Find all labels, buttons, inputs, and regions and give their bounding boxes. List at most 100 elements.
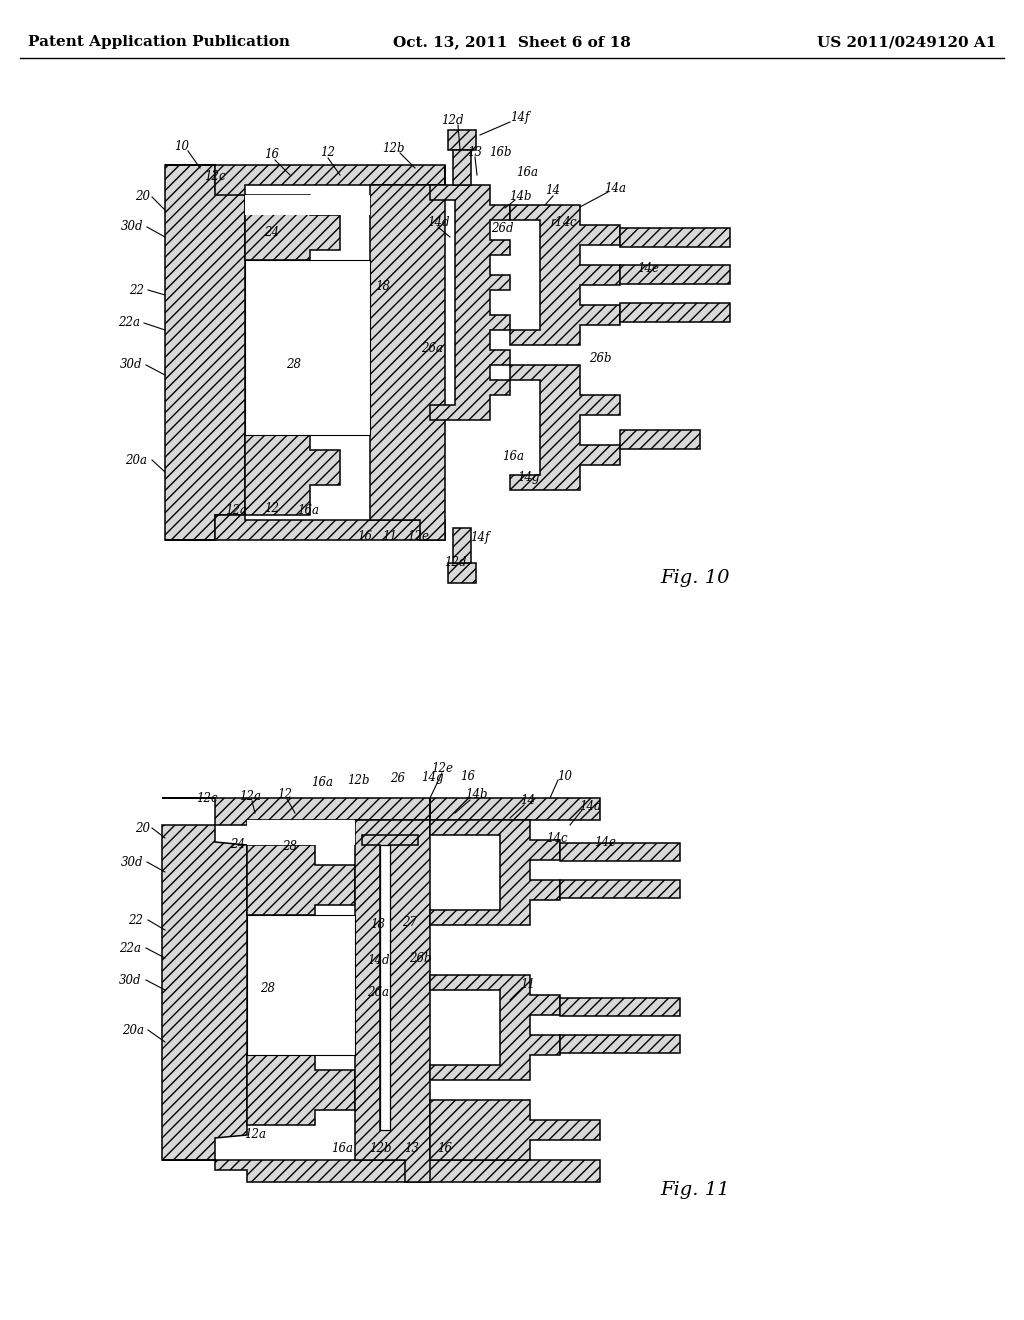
Bar <box>247 915 355 1055</box>
Text: Fig. 10: Fig. 10 <box>660 569 730 587</box>
Text: 16: 16 <box>264 149 280 161</box>
Text: 10: 10 <box>557 771 572 784</box>
Polygon shape <box>247 1055 355 1125</box>
Text: 26b: 26b <box>589 351 611 364</box>
Text: 12b: 12b <box>347 774 370 787</box>
Polygon shape <box>510 205 620 345</box>
Bar <box>380 845 390 1130</box>
Text: 30d: 30d <box>119 974 141 986</box>
Text: 28: 28 <box>287 359 301 371</box>
Text: 14c: 14c <box>546 832 568 845</box>
Bar <box>620 228 730 247</box>
Polygon shape <box>510 366 620 490</box>
Text: 12e: 12e <box>431 762 453 775</box>
Text: 26b: 26b <box>409 952 431 965</box>
Text: 14: 14 <box>520 793 536 807</box>
Text: 14g: 14g <box>421 771 443 784</box>
Text: 26d: 26d <box>490 222 513 235</box>
Text: 12: 12 <box>264 502 280 515</box>
Text: 20: 20 <box>135 821 150 834</box>
Polygon shape <box>162 1160 600 1181</box>
Text: 14: 14 <box>546 185 560 198</box>
Text: 14d: 14d <box>367 953 389 966</box>
Text: 12a: 12a <box>244 1129 266 1142</box>
Text: Patent Application Publication: Patent Application Publication <box>28 36 290 49</box>
Polygon shape <box>370 165 445 540</box>
Text: 12: 12 <box>321 147 336 160</box>
Bar <box>560 1035 680 1053</box>
Text: 16b: 16b <box>488 145 511 158</box>
Bar <box>560 998 680 1016</box>
Text: 16a: 16a <box>297 503 319 516</box>
Text: 14g: 14g <box>517 471 540 484</box>
Text: 12b: 12b <box>369 1142 391 1155</box>
Text: 16: 16 <box>437 1142 453 1155</box>
Text: 12a: 12a <box>239 789 261 803</box>
Text: 13: 13 <box>468 145 482 158</box>
Polygon shape <box>162 825 247 1160</box>
Polygon shape <box>165 515 445 540</box>
Polygon shape <box>430 1100 600 1160</box>
Polygon shape <box>245 195 340 260</box>
Text: 22: 22 <box>129 284 144 297</box>
Text: 16a: 16a <box>331 1142 353 1155</box>
Bar <box>620 265 730 284</box>
Text: 12c: 12c <box>197 792 218 804</box>
Polygon shape <box>355 799 430 1181</box>
Polygon shape <box>245 436 340 515</box>
Text: 12e: 12e <box>407 531 429 544</box>
Text: 14a: 14a <box>579 800 601 813</box>
Polygon shape <box>430 820 560 925</box>
Text: 12d: 12d <box>443 556 466 569</box>
Polygon shape <box>162 799 600 825</box>
Bar <box>620 304 730 322</box>
Text: 14b: 14b <box>509 190 531 202</box>
Text: 22: 22 <box>128 913 143 927</box>
Text: 27: 27 <box>402 916 418 929</box>
Bar <box>245 260 370 436</box>
Polygon shape <box>430 975 560 1080</box>
Text: 22a: 22a <box>118 317 140 330</box>
Text: US 2011/0249120 A1: US 2011/0249120 A1 <box>816 36 996 49</box>
Text: 12: 12 <box>278 788 293 800</box>
Text: 16a: 16a <box>516 166 538 180</box>
Text: 12a: 12a <box>225 503 247 516</box>
Text: 30d: 30d <box>120 359 142 371</box>
Text: 12b: 12b <box>382 141 404 154</box>
Polygon shape <box>247 845 355 915</box>
Text: 11: 11 <box>383 531 397 544</box>
Text: 12c: 12c <box>204 170 226 183</box>
Polygon shape <box>165 165 445 195</box>
Bar <box>560 880 680 898</box>
Bar <box>449 129 476 150</box>
Text: 20: 20 <box>135 190 150 203</box>
Text: 14f: 14f <box>470 531 489 544</box>
Text: 14a: 14a <box>604 181 626 194</box>
Text: 14d: 14d <box>427 215 450 228</box>
Bar <box>247 820 355 845</box>
Polygon shape <box>362 836 418 1130</box>
Text: 26: 26 <box>390 771 406 784</box>
Text: 14e: 14e <box>594 837 616 850</box>
Bar <box>620 430 700 449</box>
Text: Fig. 11: Fig. 11 <box>660 1181 730 1199</box>
Text: 14f: 14f <box>510 111 529 124</box>
Text: 28: 28 <box>260 982 275 994</box>
Polygon shape <box>165 165 245 540</box>
Text: $r$14c: $r$14c <box>550 215 579 228</box>
Text: 20a: 20a <box>122 1023 144 1036</box>
Bar <box>560 843 680 861</box>
Bar <box>245 195 370 215</box>
Text: 14e: 14e <box>637 261 659 275</box>
Polygon shape <box>430 185 510 420</box>
Text: 16: 16 <box>357 531 373 544</box>
Bar <box>449 564 476 583</box>
Text: 22a: 22a <box>119 941 141 954</box>
Text: 30d: 30d <box>121 855 143 869</box>
Text: 13: 13 <box>404 1142 420 1155</box>
Text: 24: 24 <box>264 227 280 239</box>
Text: 10: 10 <box>174 140 189 153</box>
Text: 12d: 12d <box>440 114 463 127</box>
Bar <box>453 150 471 185</box>
Text: 14b: 14b <box>465 788 487 801</box>
